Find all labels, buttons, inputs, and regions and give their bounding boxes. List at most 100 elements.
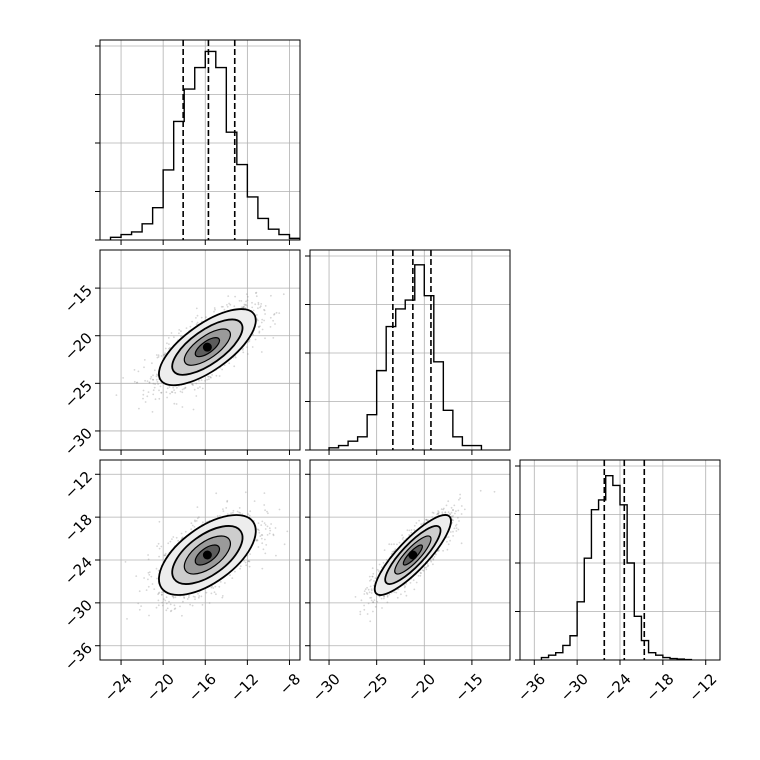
panel-content <box>520 460 720 660</box>
scatter-point <box>184 387 187 389</box>
scatter-point <box>156 577 158 580</box>
scatter-point <box>261 567 264 570</box>
scatter-point <box>144 379 147 382</box>
scatter-point <box>246 299 249 302</box>
panel-2-1: −30 −25 −20 −15 <box>305 459 511 705</box>
scatter-point <box>137 602 140 605</box>
scatter-point <box>181 391 184 394</box>
scatter-point <box>260 537 263 540</box>
scatter-point <box>425 518 428 521</box>
scatter-point <box>208 378 210 381</box>
scatter-point <box>376 600 379 603</box>
scatter-point <box>436 513 438 516</box>
scatter-point <box>238 299 241 302</box>
scatter-point <box>448 513 451 515</box>
scatter-point <box>168 343 170 345</box>
scatter-point <box>166 607 169 610</box>
scatter-point <box>419 574 422 577</box>
scatter-point <box>370 596 373 599</box>
scatter-point <box>258 531 261 534</box>
scatter-point <box>398 541 401 544</box>
scatter-point <box>167 542 170 545</box>
scatter-point <box>253 500 256 502</box>
scatter-point <box>246 295 249 298</box>
scatter-point <box>173 604 176 607</box>
scatter-point <box>147 558 150 561</box>
scatter-point <box>155 567 158 570</box>
scatter-point <box>227 295 230 297</box>
scatter-point <box>426 565 429 568</box>
scatter-point <box>188 594 190 597</box>
scatter-point <box>268 527 271 530</box>
scatter-point <box>126 618 128 620</box>
scatter-point <box>160 391 163 394</box>
scatter-point <box>413 524 416 527</box>
panel-2-0: −36−30−24−18−12−24 −20 −16 −12 −8 <box>61 459 304 705</box>
scatter-point <box>246 346 249 348</box>
scatter-point <box>270 523 272 525</box>
scatter-point <box>425 518 427 521</box>
scatter-point <box>169 610 172 613</box>
scatter-point <box>437 512 440 515</box>
scatter-point <box>152 378 155 381</box>
scatter-point <box>175 403 178 405</box>
scatter-point <box>404 585 406 588</box>
scatter-point <box>138 590 141 593</box>
scatter-point <box>135 381 138 384</box>
scatter-point <box>368 575 371 578</box>
scatter-point <box>222 510 225 512</box>
scatter-point <box>233 365 236 368</box>
scatter-point <box>173 402 176 405</box>
scatter-point <box>388 593 391 596</box>
scatter-point <box>143 359 146 361</box>
scatter-point <box>231 577 234 579</box>
scatter-point <box>166 396 169 399</box>
scatter-point <box>369 597 371 599</box>
scatter-point <box>162 598 165 600</box>
scatter-point <box>201 387 204 390</box>
scatter-point <box>454 525 457 527</box>
scatter-point <box>138 608 141 611</box>
scatter-point <box>242 347 245 350</box>
scatter-point <box>191 320 194 323</box>
scatter-point <box>241 306 244 309</box>
scatter-point <box>437 510 439 512</box>
scatter-point <box>255 292 257 294</box>
scatter-point <box>215 492 218 495</box>
scatter-point <box>452 530 454 533</box>
scatter-point <box>157 593 160 596</box>
scatter-point <box>430 560 433 563</box>
scatter-point <box>153 386 156 389</box>
scatter-point <box>207 375 210 378</box>
scatter-point <box>181 537 183 539</box>
panel-2-2: −36 −30 −24 −18 −12 <box>514 459 721 705</box>
scatter-point <box>181 406 184 408</box>
scatter-point <box>213 307 216 309</box>
scatter-point <box>354 596 357 598</box>
scatter-point <box>157 356 160 358</box>
scatter-point <box>247 341 250 343</box>
scatter-point <box>370 578 372 581</box>
scatter-point <box>263 492 266 494</box>
scatter-point <box>260 524 263 526</box>
scatter-point <box>181 388 184 391</box>
scatter-point <box>154 383 157 385</box>
density-peak <box>408 550 418 560</box>
scatter-point <box>225 507 228 509</box>
scatter-point <box>137 370 140 373</box>
scatter-point <box>178 329 181 331</box>
scatter-point <box>460 542 463 545</box>
scatter-point <box>370 588 373 591</box>
x-tick-label: −25 <box>356 670 391 705</box>
scatter-point <box>147 571 150 574</box>
scatter-point <box>195 317 197 319</box>
scatter-point <box>263 319 265 322</box>
scatter-point <box>412 579 415 582</box>
scatter-point <box>450 511 453 514</box>
scatter-point <box>437 513 439 515</box>
scatter-point <box>259 306 261 309</box>
scatter-point <box>232 509 235 512</box>
scatter-point <box>255 539 257 542</box>
scatter-point <box>248 514 251 517</box>
scatter-point <box>264 305 267 307</box>
